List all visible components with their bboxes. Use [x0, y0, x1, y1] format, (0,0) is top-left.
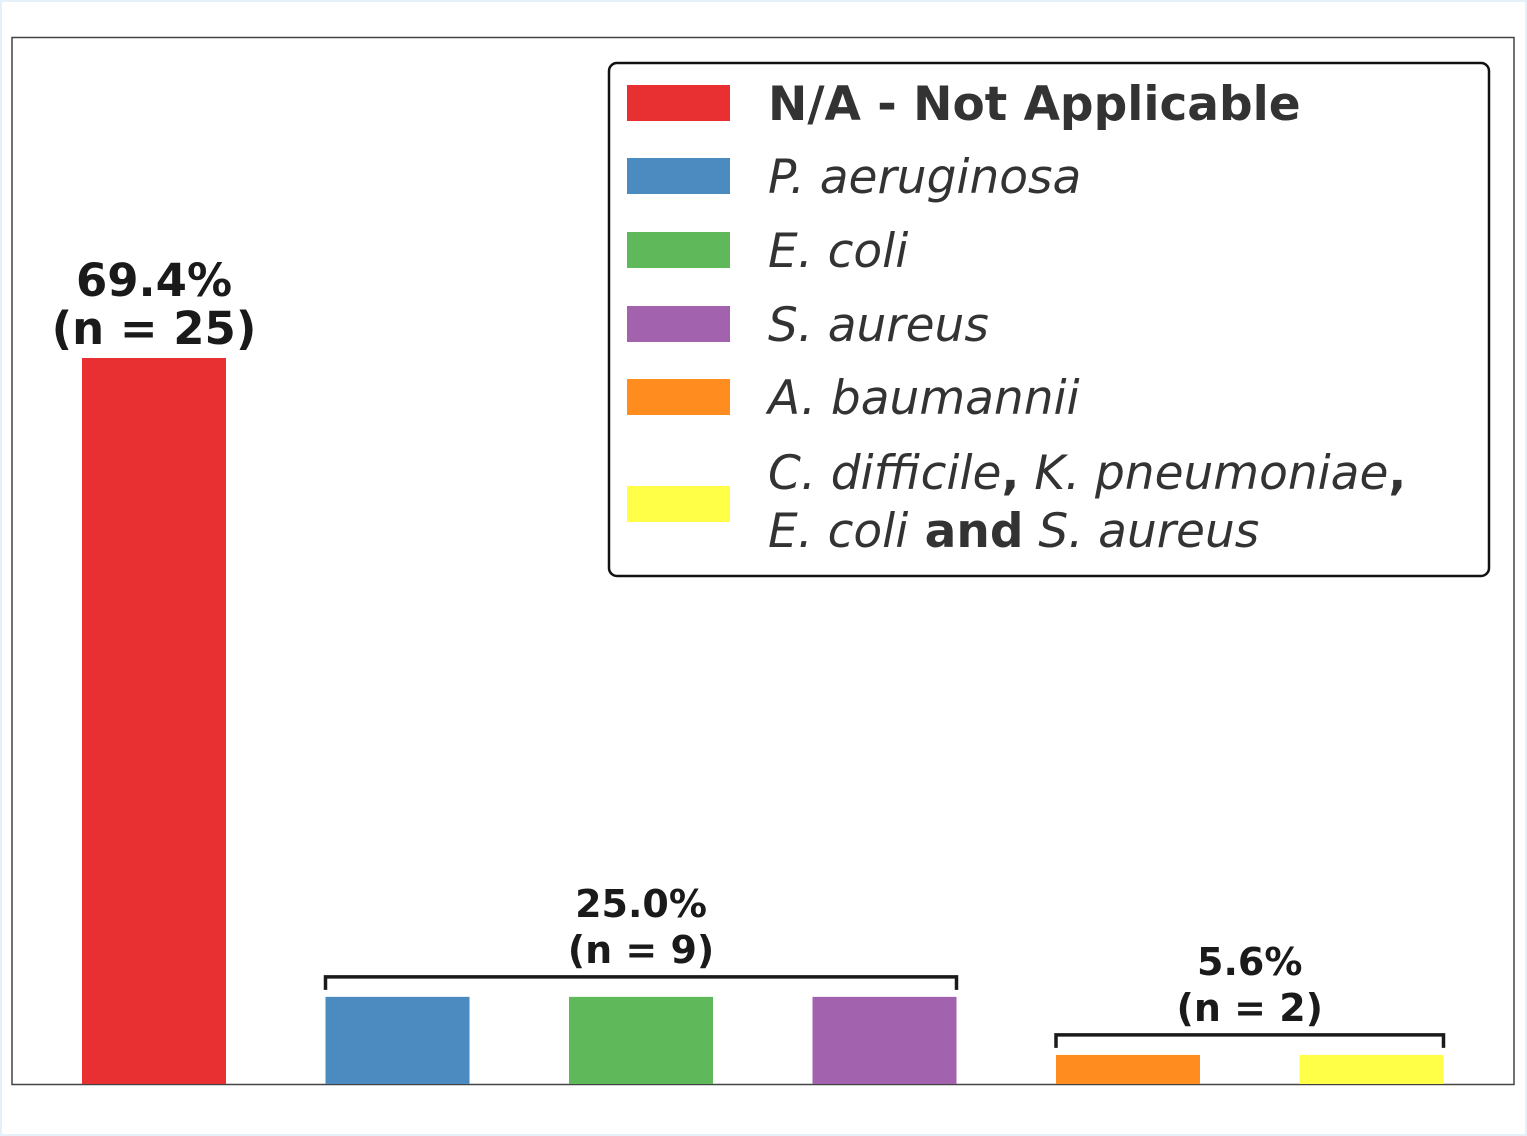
annotation-percent-1: 25.0%: [575, 882, 707, 926]
bar-5: [1299, 1054, 1444, 1084]
bars-group: [82, 358, 1444, 1084]
legend-label-0: N/A - Not Applicable: [768, 77, 1301, 132]
annotation-count-2: (n = 2): [1176, 986, 1323, 1030]
legend-swatch-2: [627, 232, 730, 268]
bar-0: [82, 358, 226, 1084]
annotation-count-1: (n = 9): [568, 928, 715, 972]
legend-label-2: E. coli: [768, 224, 908, 279]
bar-4: [1056, 1054, 1200, 1084]
annotation-percent-0: 69.4%: [76, 254, 232, 307]
legend-swatch-4: [627, 379, 730, 415]
legend-label-5-line1: C. difficile, K. pneumoniae,: [768, 446, 1406, 501]
annotations-group: 69.4%(n = 25) 25.0%(n = 9) 5.6%(n = 2): [52, 254, 1446, 1048]
legend-label-5-line2: E. coli and S. aureus: [768, 504, 1259, 559]
legend-label-1: P. aeruginosa: [768, 150, 1081, 205]
group-bracket-1: [323, 975, 959, 990]
legend-swatch-3: [627, 306, 730, 342]
legend-label-3: S. aureus: [768, 298, 989, 353]
annotation-count-0: (n = 25): [52, 302, 257, 355]
bar-3: [812, 996, 957, 1084]
legend-swatch-5: [627, 486, 730, 522]
legend-swatch-0: [627, 85, 730, 121]
bar-2: [569, 996, 713, 1084]
legend-frame: [607, 61, 1491, 578]
group-bracket-2: [1054, 1033, 1446, 1048]
bar-1: [325, 996, 470, 1084]
annotation-percent-2: 5.6%: [1197, 940, 1302, 984]
legend-swatch-1: [627, 158, 730, 194]
legend: N/A - Not Applicable P. aeruginosa E. coli…: [607, 61, 1491, 578]
legend-label-4: A. baumannii: [765, 371, 1080, 426]
